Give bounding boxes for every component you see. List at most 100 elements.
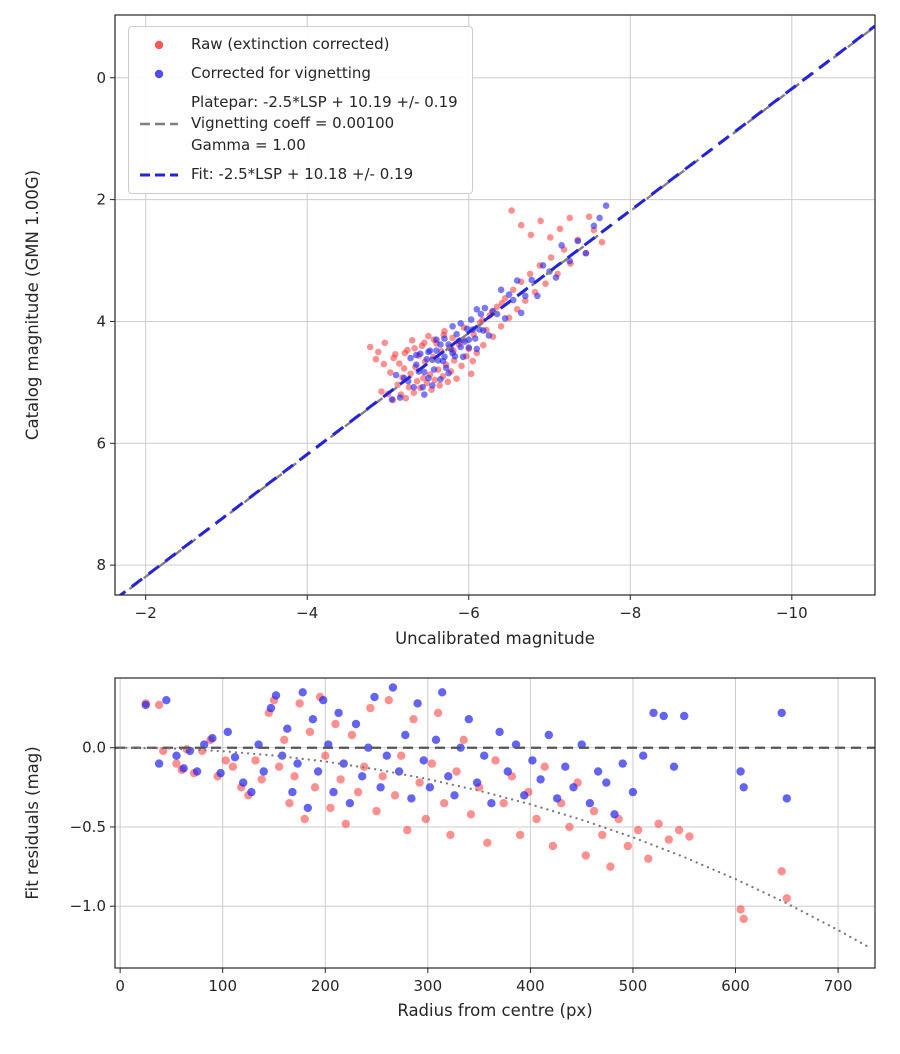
- vignetting-corrected-point: [574, 237, 582, 245]
- raw-point: [401, 349, 409, 357]
- corrected-residuals-point: [669, 762, 679, 771]
- vignetting-corrected-point: [501, 315, 509, 322]
- raw-residuals-point: [372, 806, 381, 816]
- raw-residuals-point: [341, 819, 350, 828]
- y-tick-label: 0.0: [82, 739, 106, 757]
- corrected-residuals-point: [438, 688, 447, 697]
- legend-label-raw: Raw (extinction corrected): [191, 35, 390, 53]
- vignetting-marker-icon: [139, 67, 179, 81]
- raw-residuals-point: [221, 756, 230, 765]
- legend-label-fit: Fit: -2.5*LSP + 10.18 +/- 0.19: [191, 164, 414, 183]
- raw-point: [458, 362, 465, 370]
- raw-point: [410, 389, 418, 397]
- corrected-residuals-point: [736, 767, 745, 776]
- raw-point: [480, 341, 487, 349]
- raw-residuals-point: [459, 735, 468, 744]
- top-ylabel: Catalog magnitude (GMN 1.00G): [23, 170, 42, 440]
- raw-residuals-point: [589, 806, 599, 816]
- vignetting-corrected-point: [437, 376, 444, 383]
- vignetting-corrected-point: [419, 383, 427, 391]
- raw-residuals-point: [154, 700, 164, 710]
- corrected-residuals-point: [464, 715, 473, 724]
- raw-residuals-point: [336, 775, 345, 784]
- corrected-residuals-point: [376, 783, 385, 792]
- vignetting-corrected-point: [465, 336, 473, 344]
- raw-residuals-point: [499, 799, 508, 808]
- legend-label-platepar-line1: Platepar: -2.5*LSP + 10.19 +/- 0.19: [191, 92, 458, 111]
- legend-item-fit: Fit: -2.5*LSP + 10.18 +/- 0.19: [139, 164, 458, 186]
- corrected-residuals-point: [288, 787, 297, 797]
- legend-label-platepar-line2: Vignetting coeff = 0.00100: [191, 114, 395, 133]
- raw-point: [402, 394, 410, 402]
- x-tick-label: 200: [311, 977, 340, 995]
- corrected-residuals-point: [536, 775, 545, 784]
- raw-point: [526, 270, 534, 278]
- raw-residuals-point: [540, 762, 549, 771]
- raw-residuals-point: [347, 730, 357, 740]
- raw-point: [547, 234, 554, 241]
- raw-residuals-point: [491, 756, 500, 765]
- corrected-residuals-point: [528, 756, 537, 765]
- raw-residuals-point: [674, 825, 684, 835]
- corrected-residuals-point: [407, 794, 416, 803]
- raw-residuals-point: [606, 862, 615, 871]
- vignetting-corrected-point: [413, 361, 420, 369]
- platepar-dashed-line-icon: [139, 121, 179, 127]
- vignetting-corrected-point: [497, 286, 505, 294]
- y-tick-label: 8: [96, 556, 106, 574]
- corrected-residuals-point: [172, 751, 181, 760]
- vignetting-corrected-point: [582, 249, 590, 257]
- corrected-residuals-point: [298, 688, 307, 697]
- raw-residuals-point: [739, 914, 748, 924]
- corrected-residuals-point: [569, 783, 578, 792]
- y-tick-label: 4: [96, 312, 106, 330]
- corrected-residuals-point: [382, 751, 391, 760]
- raw-residuals-point: [397, 751, 406, 760]
- vignetting-corrected-point: [465, 344, 473, 351]
- corrected-residuals-point: [431, 735, 441, 744]
- corrected-residuals-point: [520, 791, 529, 800]
- raw-residuals-point: [172, 759, 181, 768]
- legend: Raw (extinction corrected) Corrected for…: [128, 26, 473, 194]
- raw-point: [372, 355, 380, 363]
- vignetting-corrected-point: [413, 351, 420, 359]
- raw-point: [378, 388, 385, 395]
- raw-point: [425, 332, 432, 340]
- raw-residuals-point: [360, 762, 369, 771]
- x-tick-label: 700: [824, 977, 853, 995]
- raw-point: [436, 382, 444, 389]
- fit-line: [118, 24, 875, 595]
- corrected-residuals-point: [401, 730, 410, 740]
- vignetting-corrected-point: [477, 310, 485, 318]
- legend-label-platepar-line3: Gamma = 1.00: [191, 136, 306, 154]
- raw-residuals-point: [274, 762, 284, 771]
- raw-residuals-point: [285, 799, 294, 808]
- corrected-residuals-point: [487, 799, 496, 808]
- vignetting-corrected-point: [429, 382, 436, 389]
- raw-point: [431, 376, 439, 384]
- corrected-residuals-point: [271, 691, 281, 700]
- vignetting-corrected-point: [430, 366, 438, 373]
- raw-point: [509, 286, 517, 294]
- raw-point: [366, 343, 374, 351]
- x-tick-label: 300: [414, 977, 443, 995]
- raw-residuals-point: [440, 799, 449, 808]
- y-tick-label: −0.5: [70, 818, 106, 836]
- raw-point: [469, 357, 477, 365]
- vignetting-corrected-point: [388, 396, 396, 403]
- raw-residuals-point: [321, 751, 330, 760]
- vignetting-corrected-point: [453, 330, 460, 338]
- raw-point: [405, 383, 413, 391]
- vignetting-corrected-point: [552, 274, 560, 281]
- raw-residuals-point: [251, 756, 260, 765]
- legend-label-vignetting: Corrected for vignetting: [191, 63, 371, 82]
- raw-point: [407, 370, 414, 378]
- legend-item-raw: Raw (extinction corrected): [139, 34, 458, 56]
- raw-point: [497, 323, 505, 330]
- raw-point: [396, 360, 403, 367]
- corrected-residuals-point: [739, 783, 748, 792]
- corrected-residuals-point: [777, 708, 786, 718]
- raw-point: [527, 231, 535, 239]
- raw-residuals-point: [290, 772, 299, 781]
